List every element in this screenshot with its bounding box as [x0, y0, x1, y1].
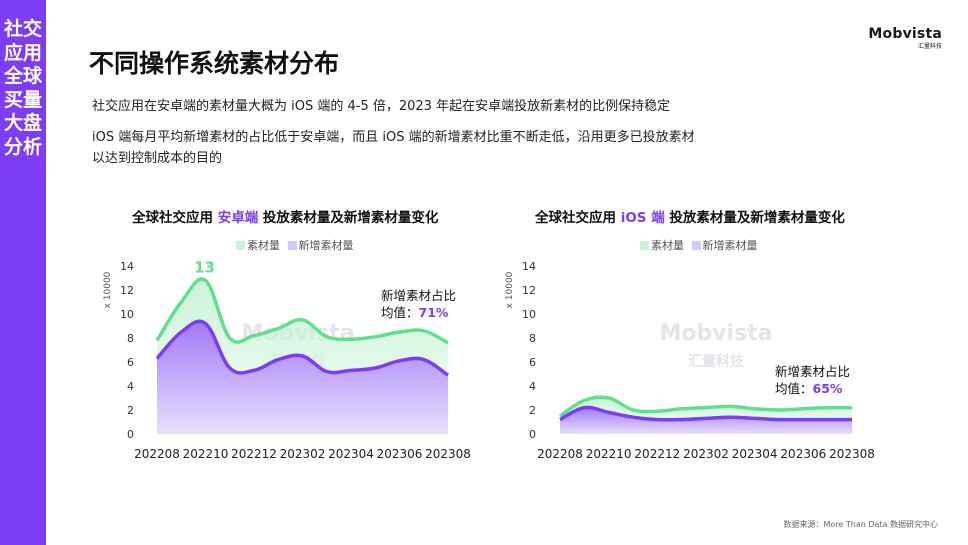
logo-subtitle: 汇量科技	[917, 43, 942, 50]
x-tick-label: 202306	[780, 447, 826, 461]
brand-logo: Mobvista 汇量科技	[868, 26, 942, 50]
x-tick-label: 202304	[732, 447, 778, 461]
legend-label-total: 素材量	[247, 239, 280, 252]
android-chart-legend: 素材量 新增素材量	[236, 237, 354, 253]
series-area-new	[560, 407, 852, 434]
x-tick-label: 202210	[183, 447, 229, 461]
x-tick-label: 202208	[134, 447, 180, 461]
sidebar-title: 社交应用全球买量大盘分析	[3, 18, 42, 158]
y-tick-label: 12	[522, 284, 536, 297]
series-area-new	[157, 321, 448, 434]
legend-label-total: 素材量	[651, 239, 684, 252]
page-title: 不同操作系统素材分布	[89, 49, 340, 78]
y-tick-label: 0	[529, 428, 536, 441]
legend-label-new: 新增素材量	[702, 239, 758, 252]
x-tick-label: 202212	[634, 447, 680, 461]
y-tick-label: 14	[522, 260, 536, 273]
y-tick-label: 0	[127, 428, 134, 441]
chart-title-prefix: 全球社交应用	[132, 210, 218, 226]
ios-chart-title: 全球社交应用 iOS 端 投放素材量及新增素材量变化	[535, 206, 845, 226]
annotation-mean: 均值：65%	[775, 381, 843, 396]
chart-title-suffix: 投放素材量及新增素材量变化	[258, 210, 439, 226]
series-line-total	[559, 395, 853, 418]
y-tick-label: 12	[120, 284, 134, 297]
chart-title-highlight: 安卓端	[217, 210, 259, 226]
annotation-mean: 均值：71%	[381, 305, 449, 320]
series-line-total	[155, 277, 449, 345]
data-source-note: 数据来源：More Than Data 数据研究中心	[783, 520, 939, 529]
y-unit-label: x 10000	[505, 271, 515, 308]
android-chart-title: 全球社交应用 安卓端 投放素材量及新增素材量变化	[132, 206, 438, 226]
y-tick-label: 10	[522, 308, 536, 321]
legend-swatch-new	[691, 241, 701, 250]
legend-swatch-total	[640, 241, 649, 250]
peak-value-label: 13	[194, 258, 215, 276]
y-unit-label: x 10000	[103, 271, 113, 308]
x-tick-label: 202302	[280, 447, 326, 461]
y-tick-label: 4	[529, 380, 536, 393]
x-tick-label: 202306	[377, 447, 423, 461]
annotation-mean-value: 65%	[813, 381, 843, 396]
x-tick-label: 202212	[231, 447, 277, 461]
y-tick-label: 10	[120, 308, 134, 321]
y-tick-label: 6	[529, 356, 536, 369]
annotation-title: 新增素材占比	[775, 364, 850, 379]
x-tick-label: 202208	[537, 447, 583, 461]
bullet-1: 社交应用在安卓端的素材量大概为 iOS 端的 4-5 倍，2023 年起在安卓端…	[92, 99, 671, 114]
x-tick-label: 202210	[586, 447, 632, 461]
logo-watermark-sub: 汇量科技	[688, 353, 745, 370]
x-tick-label: 202302	[683, 447, 729, 461]
legend-swatch-new	[287, 241, 297, 250]
x-tick-label: 202308	[829, 447, 875, 461]
legend-label-new: 新增素材量	[298, 239, 354, 252]
series-line-new	[559, 405, 852, 422]
y-tick-label: 2	[529, 404, 536, 417]
bullet-3: 以达到控制成本的目的	[92, 151, 223, 166]
x-tick-label: 202308	[425, 447, 471, 461]
x-tick-label: 202304	[328, 447, 374, 461]
y-tick-label: 4	[127, 380, 134, 393]
y-tick-label: 2	[127, 404, 134, 417]
chart-title-highlight: iOS 端	[620, 210, 665, 226]
bullet-2: iOS 端每月平均新增素材的占比低于安卓端，而且 iOS 端的新增素材比重不断走…	[92, 130, 695, 145]
annotation-title: 新增素材占比	[381, 288, 456, 303]
series-line-new	[155, 319, 449, 377]
sidebar: 社交应用全球买量大盘分析	[0, 0, 46, 545]
legend-swatch-total	[236, 241, 245, 250]
ios-chart-legend: 素材量 新增素材量	[640, 237, 758, 253]
logo-wordmark: Mobvista	[868, 26, 942, 42]
y-tick-label: 6	[127, 356, 134, 369]
y-tick-label: 8	[127, 332, 134, 345]
logo-watermark: Mobvista	[659, 321, 772, 346]
chart-title-prefix: 全球社交应用	[535, 210, 621, 226]
y-tick-label: 14	[120, 260, 134, 273]
y-tick-label: 8	[529, 332, 536, 345]
chart-title-suffix: 投放素材量及新增素材量变化	[664, 210, 845, 226]
annotation-mean-prefix: 均值：	[775, 381, 813, 396]
annotation-mean-value: 71%	[419, 305, 449, 320]
annotation-mean-prefix: 均值：	[381, 305, 419, 320]
